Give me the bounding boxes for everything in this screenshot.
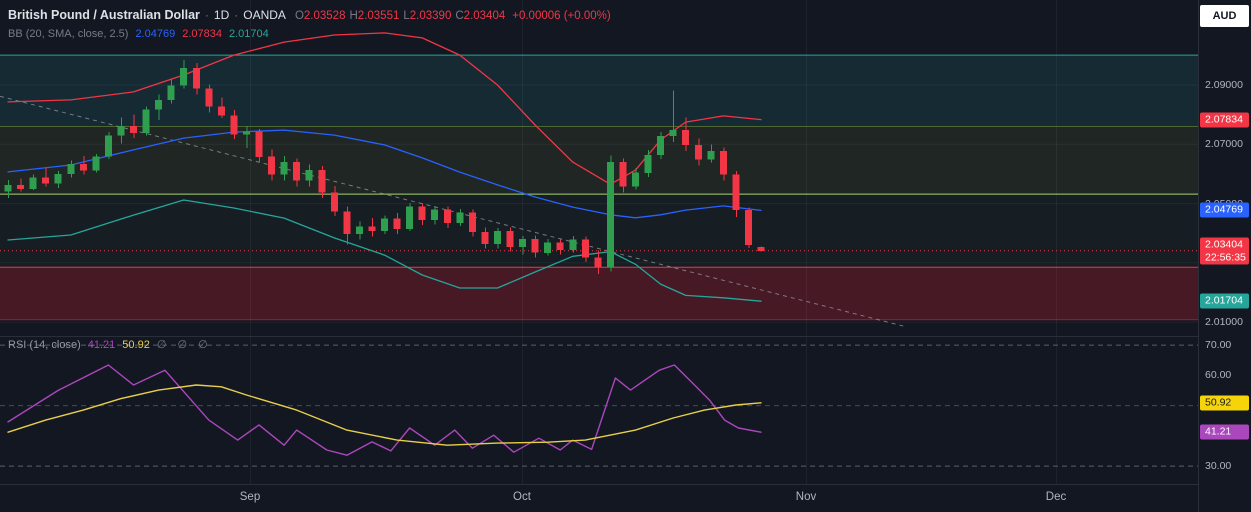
low-label: L — [403, 10, 410, 22]
high-label: H — [349, 10, 358, 22]
rsi-hidden-plots: ∅ ∅ ∅ — [156, 339, 212, 351]
bar-close-countdown: 22:56:35 — [1205, 251, 1246, 264]
time-axis[interactable]: Sep Oct Nov Dec — [0, 485, 1251, 512]
currency-badge: AUD — [1200, 5, 1249, 27]
bb-indicator-label[interactable]: BB (20, SMA, close, 2.5) — [8, 28, 129, 40]
price-badge: 2.04769 — [1200, 202, 1249, 218]
legend-separator: · — [204, 8, 209, 22]
main-legend: British Pound / Australian Dollar · 1D ·… — [8, 7, 611, 42]
rsi-legend-row[interactable]: RSI (14, close) 41.21 50.92 ∅ ∅ ∅ — [8, 337, 212, 353]
rsi-indicator-label[interactable]: RSI (14, close) — [8, 339, 81, 351]
bb-upper-value: 2.07834 — [182, 28, 222, 40]
rsi-tick-label: 70.00 — [1205, 339, 1232, 352]
price-tick-label: 2.01000 — [1205, 316, 1243, 329]
time-label-nov: Nov — [795, 491, 817, 503]
rsi-plots[interactable] — [7, 364, 762, 456]
bb-lower-value: 2.01704 — [228, 28, 269, 40]
price-axis[interactable]: AUD 2.090002.070002.050002.0100070.0060.… — [1198, 0, 1251, 512]
price-badge: 2.03404 22:56:35 — [1200, 237, 1249, 265]
price-zones — [0, 55, 1198, 320]
exchange-label: OANDA — [243, 8, 286, 22]
bb-legend-row[interactable]: BB (20, SMA, close, 2.5) 2.04769 2.07834… — [8, 26, 611, 42]
low-value: 2.03390 — [409, 10, 452, 22]
open-value: 2.03528 — [303, 10, 346, 22]
rsi-badge: 41.21 — [1200, 424, 1249, 440]
chart-canvas[interactable] — [0, 0, 1198, 512]
price-badge: 2.07834 — [1200, 112, 1249, 128]
symbol-legend-row[interactable]: British Pound / Australian Dollar · 1D ·… — [8, 7, 611, 24]
price-tick-label: 2.09000 — [1205, 79, 1243, 92]
rsi-ma-value: 50.92 — [122, 339, 150, 351]
price-tick-label: 2.07000 — [1205, 138, 1243, 151]
time-label-oct: Oct — [513, 491, 531, 503]
open-label: O — [294, 10, 304, 22]
price-badge: 2.01704 — [1200, 293, 1249, 309]
pane-separators[interactable] — [0, 336, 1198, 485]
candlestick-series[interactable] — [4, 59, 765, 275]
rsi-value: 41.21 — [87, 339, 116, 351]
timeframe-label[interactable]: 1D — [213, 8, 230, 22]
rsi-tick-label: 60.00 — [1205, 369, 1232, 382]
high-value: 2.03551 — [357, 10, 400, 22]
trendline[interactable] — [0, 95, 906, 327]
rsi-badge: 50.92 — [1200, 395, 1249, 411]
rsi-tick-label: 30.00 — [1205, 460, 1232, 473]
change-value: +0.00006 (+0.00%) — [512, 10, 611, 22]
bb-basis-value: 2.04769 — [135, 28, 176, 40]
rsi-band-lines — [0, 344, 1198, 467]
time-label-sep: Sep — [239, 491, 261, 503]
close-label: C — [455, 10, 464, 22]
time-label-dec: Dec — [1045, 491, 1067, 503]
symbol-title[interactable]: British Pound / Australian Dollar — [8, 8, 200, 22]
legend-separator: · — [234, 8, 239, 22]
close-value: 2.03404 — [463, 10, 506, 22]
